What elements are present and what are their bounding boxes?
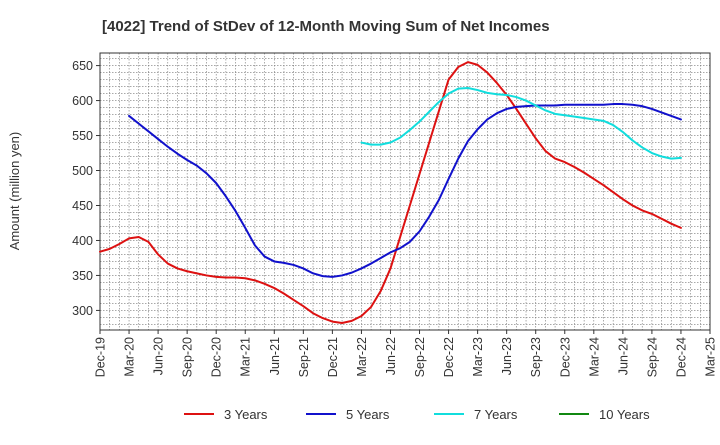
legend-item-5-years: 5 Years bbox=[306, 407, 390, 422]
series-line-5-years bbox=[128, 103, 682, 278]
y-tick-label: 650 bbox=[72, 59, 93, 73]
plot-frame bbox=[99, 52, 711, 331]
x-tick-label: Jun-21 bbox=[268, 337, 282, 375]
x-tick-label: Sep-23 bbox=[529, 337, 543, 377]
x-tick-label: Dec-23 bbox=[558, 337, 572, 377]
x-tick-label: Dec-24 bbox=[674, 337, 688, 377]
x-tick-label: Sep-20 bbox=[181, 337, 195, 377]
y-axis-label: Amount (million yen) bbox=[7, 132, 22, 251]
x-tick-label: Dec-22 bbox=[442, 337, 456, 377]
x-tick-label: Jun-20 bbox=[152, 337, 166, 375]
x-tick-label: Mar-21 bbox=[239, 337, 253, 377]
x-tick-label: Sep-22 bbox=[413, 337, 427, 377]
legend-label: 3 Years bbox=[224, 407, 268, 422]
legend-item-10-years: 10 Years bbox=[559, 407, 650, 422]
legend-label: 7 Years bbox=[474, 407, 518, 422]
x-tick-label: Mar-20 bbox=[123, 337, 137, 377]
y-tick-label: 350 bbox=[72, 269, 93, 283]
axes: 300 350 400 450 500 550 600 650 Dec-19 Mar-20 Jun-… bbox=[72, 52, 718, 377]
legend: 3 Years 5 Years 7 Years 10 Years bbox=[184, 407, 650, 422]
chart-title: [4022] Trend of StDev of 12-Month Moving… bbox=[102, 18, 550, 35]
series-line-3-years bbox=[99, 61, 682, 325]
x-tick-label: Sep-24 bbox=[645, 337, 659, 377]
legend-label: 10 Years bbox=[599, 407, 650, 422]
series-line-7-years bbox=[360, 86, 682, 160]
x-tick-label: Mar-24 bbox=[587, 337, 601, 377]
x-tick-label: Dec-21 bbox=[326, 337, 340, 377]
y-tick-label: 500 bbox=[72, 164, 93, 178]
x-tick-label: Jun-22 bbox=[384, 337, 398, 375]
y-tick-label: 300 bbox=[72, 304, 93, 318]
x-tick-label: Dec-19 bbox=[94, 337, 108, 377]
x-tick-label: Mar-23 bbox=[471, 337, 485, 377]
y-tick-label: 400 bbox=[72, 234, 93, 248]
grid bbox=[100, 53, 710, 330]
x-tick-label: Jun-24 bbox=[616, 337, 630, 375]
y-tick-label: 550 bbox=[72, 129, 93, 143]
x-tick-label: Dec-20 bbox=[210, 337, 224, 377]
x-tick-label: Jun-23 bbox=[500, 337, 514, 375]
series bbox=[99, 61, 682, 325]
y-tick-label: 600 bbox=[72, 94, 93, 108]
x-tick-label: Sep-21 bbox=[297, 337, 311, 377]
x-tick-label: Mar-22 bbox=[355, 337, 369, 377]
legend-item-3-years: 3 Years bbox=[184, 407, 268, 422]
legend-label: 5 Years bbox=[346, 407, 390, 422]
y-tick-label: 450 bbox=[72, 199, 93, 213]
x-tick-label: Mar-25 bbox=[704, 337, 718, 377]
legend-item-7-years: 7 Years bbox=[434, 407, 518, 422]
